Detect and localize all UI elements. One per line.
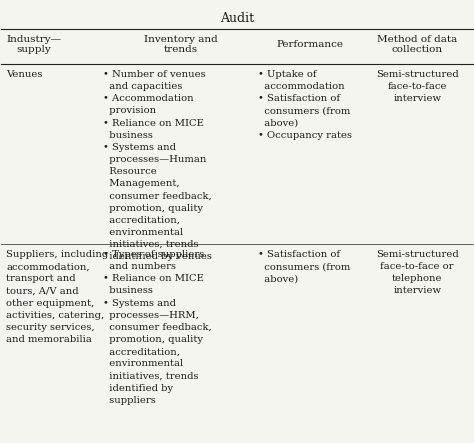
Text: • Number of venues
  and capacities
• Accommodation
  provision
• Reliance on MI: • Number of venues and capacities • Acco…: [103, 70, 211, 261]
Text: • Types of suppliers
  and numbers
• Reliance on MICE
  business
• Systems and
 : • Types of suppliers and numbers • Relia…: [103, 250, 211, 405]
Text: Method of data
collection: Method of data collection: [377, 35, 457, 54]
Text: Venues: Venues: [6, 70, 43, 79]
Text: • Uptake of
  accommodation
• Satisfaction of
  consumers (from
  above)
• Occup: • Uptake of accommodation • Satisfaction…: [258, 70, 352, 140]
Text: Inventory and
trends: Inventory and trends: [144, 35, 217, 54]
Text: Performance: Performance: [276, 40, 344, 49]
Text: Industry—
supply: Industry— supply: [6, 35, 61, 54]
Text: Audit: Audit: [220, 12, 254, 25]
Text: Semi-structured
face-to-face
interview: Semi-structured face-to-face interview: [376, 70, 459, 103]
Text: • Satisfaction of
  consumers (from
  above): • Satisfaction of consumers (from above): [258, 250, 351, 284]
Text: Semi-structured
face-to-face or
telephone
interview: Semi-structured face-to-face or telephon…: [376, 250, 459, 295]
Text: Suppliers, including
accommodation,
transport and
tours, A/V and
other equipment: Suppliers, including accommodation, tran…: [6, 250, 109, 344]
